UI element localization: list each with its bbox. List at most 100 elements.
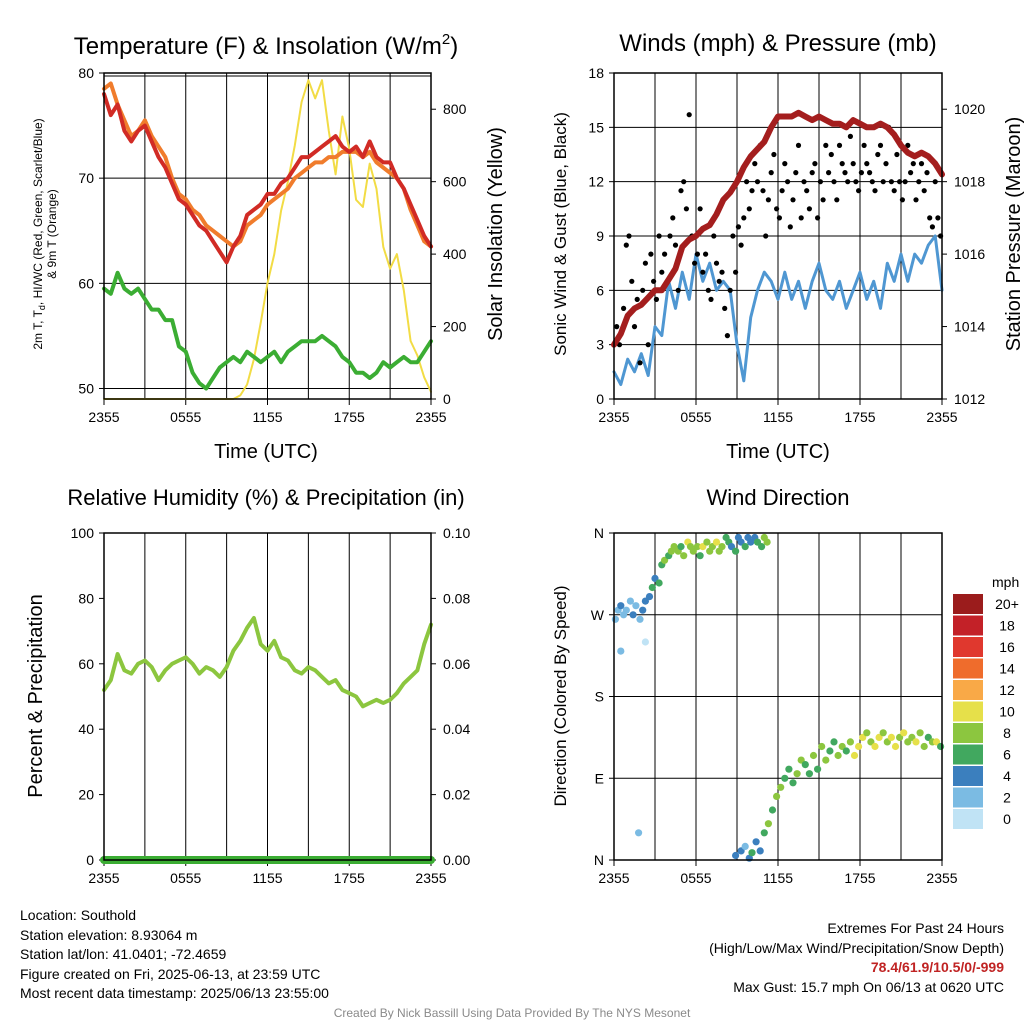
temperature-2m-line bbox=[102, 92, 433, 265]
wind-direction-point bbox=[781, 774, 789, 782]
wind-gust-point bbox=[621, 305, 627, 311]
wind-gust-point bbox=[864, 161, 870, 167]
wind-gust-point bbox=[694, 251, 701, 257]
wind-right-tick-label: 1018 bbox=[954, 174, 985, 190]
temperature-panel: Temperature (F) & Insolation (W/m2) 2355… bbox=[31, 31, 507, 463]
wind-direction-point bbox=[764, 820, 773, 828]
wind-gust-point bbox=[899, 197, 906, 203]
wind-direction-point bbox=[651, 574, 659, 583]
wind-speed-legend-swatch bbox=[953, 637, 983, 657]
wdir-direction-label: N bbox=[594, 525, 604, 541]
wind-direction-point bbox=[875, 733, 883, 742]
humidity-left-axis-label: Percent & Precipitation bbox=[25, 594, 47, 797]
wind-gust-point bbox=[831, 179, 837, 185]
wind-right-tick-label: 1014 bbox=[954, 319, 985, 335]
wind-direction-point bbox=[727, 543, 736, 551]
wind-gust-point bbox=[872, 188, 878, 194]
wind-direction-point bbox=[622, 606, 630, 614]
wind-speed-legend-label: 10 bbox=[999, 704, 1015, 720]
wind-x-tick-label: 1755 bbox=[844, 409, 875, 425]
humidity-panel: Relative Humidity (%) & Precipitation (i… bbox=[25, 485, 470, 886]
temp-right-tick-label: 400 bbox=[443, 246, 467, 262]
wind-gust-point bbox=[839, 161, 845, 167]
wind-left-tick-label: 18 bbox=[588, 65, 604, 81]
temp-right-tick-label: 800 bbox=[443, 101, 467, 117]
rh-left-tick-label: 20 bbox=[78, 787, 94, 803]
temp-left-tick-label: 70 bbox=[78, 170, 94, 186]
wind-direction-point bbox=[748, 849, 756, 857]
rh-x-tick-label: 1155 bbox=[252, 870, 282, 886]
wind-gust-point bbox=[894, 151, 900, 158]
wind-gust-point bbox=[631, 324, 638, 330]
wind-gust-point bbox=[722, 305, 728, 311]
wind-gust-point bbox=[908, 170, 914, 176]
wind-gust-point bbox=[738, 242, 744, 248]
wind-gust-point bbox=[804, 188, 810, 194]
wind-gust-point bbox=[724, 333, 731, 339]
wind-direction-point bbox=[741, 543, 749, 551]
wind-speed-legend-swatch bbox=[953, 744, 983, 765]
wind-direction-point bbox=[801, 761, 809, 769]
wind-gust-point bbox=[683, 206, 690, 212]
wind-gust-point bbox=[741, 215, 747, 221]
wind-direction-point bbox=[900, 729, 908, 737]
wind-x-tick-label: 1155 bbox=[763, 409, 793, 425]
wind-speed-color-legend: mph 20+ 18 16 14 12 10 8 6 4 2 0 bbox=[953, 574, 1019, 829]
wind-gust-point bbox=[774, 206, 780, 212]
wind-direction-point bbox=[871, 742, 879, 751]
wind-direction-point bbox=[850, 751, 859, 760]
wind-gust-point bbox=[623, 242, 629, 248]
wdir-x-tick-label: 2355 bbox=[598, 870, 629, 886]
wind-gust-point bbox=[681, 179, 687, 185]
temp-x-tick-label: 2355 bbox=[415, 409, 446, 425]
wdir-plot-border bbox=[613, 532, 943, 861]
wind-gust-point bbox=[801, 179, 807, 185]
wind-direction-point bbox=[879, 729, 887, 737]
wind-gust-point bbox=[642, 260, 649, 266]
wind-direction-point bbox=[718, 543, 726, 551]
temperature-plot-area: 2355 0555 1155 1755 235550607080020040060080… bbox=[78, 65, 466, 425]
wind-left-tick-label: 15 bbox=[588, 119, 604, 135]
wind-direction-point bbox=[912, 738, 920, 746]
wind-direction-point bbox=[822, 756, 830, 764]
wind-gust-point bbox=[883, 161, 889, 167]
wind-direction-point bbox=[855, 742, 863, 751]
wind-plot-border bbox=[613, 72, 943, 400]
wind-direction-point bbox=[830, 738, 838, 746]
wind-gust-point bbox=[648, 251, 654, 257]
wind-direction-point bbox=[859, 733, 867, 742]
most-recent-timestamp: Most recent data timestamp: 2025/06/13 2… bbox=[20, 985, 329, 1001]
wind-direction-point bbox=[789, 779, 797, 787]
wind-gust-point bbox=[815, 215, 821, 221]
wind-speed-legend-swatch bbox=[953, 680, 983, 700]
wind-direction-point bbox=[916, 729, 924, 737]
wind-gust-point bbox=[861, 142, 867, 148]
wind-right-tick-label: 1020 bbox=[954, 101, 985, 117]
wind-direction-point bbox=[814, 765, 822, 773]
wind-gust-point bbox=[913, 197, 919, 203]
wind-gust-point bbox=[845, 179, 851, 185]
rh-x-tick-label: 2355 bbox=[415, 870, 446, 886]
wind-gust-point bbox=[850, 161, 856, 167]
wind-speed-legend-swatch bbox=[953, 787, 983, 808]
wind-x-tick-label: 2355 bbox=[926, 409, 957, 425]
wind-gust-point bbox=[888, 179, 895, 185]
temp-left-tick-label: 80 bbox=[78, 65, 94, 81]
wind-gust-point bbox=[768, 170, 774, 176]
wind-direction-point bbox=[846, 738, 855, 746]
wind-direction-point bbox=[805, 770, 814, 778]
wind-gust-point bbox=[662, 251, 668, 257]
wind-gust-point bbox=[640, 287, 646, 293]
wind-direction-point bbox=[641, 638, 650, 646]
max-gust: Max Gust: 15.7 mph On 06/13 at 0620 UTC bbox=[733, 978, 1004, 995]
wdir-x-tick-label: 2355 bbox=[926, 870, 957, 886]
wind-direction-point bbox=[741, 842, 749, 851]
wind-gust-point bbox=[782, 161, 788, 167]
wind-direction-point bbox=[636, 615, 644, 623]
wind-gust-point bbox=[785, 179, 791, 185]
wind-speed-legend-label: 12 bbox=[999, 682, 1015, 698]
wind-gust-point bbox=[817, 179, 824, 185]
wind-gust-point bbox=[779, 188, 785, 194]
wind-direction-point bbox=[732, 851, 740, 860]
